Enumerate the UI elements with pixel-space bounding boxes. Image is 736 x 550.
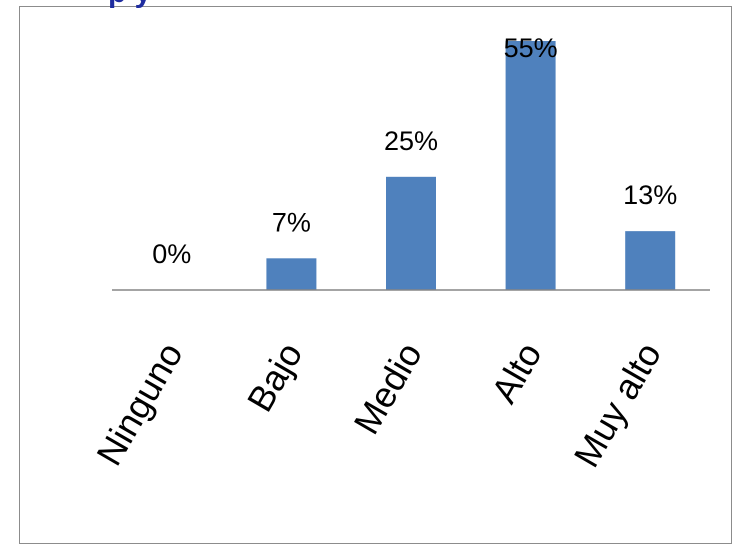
category-label-alto: Alto [483, 336, 550, 410]
bars-layer [266, 41, 676, 290]
category-labels-layer: Ninguno Bajo Medio Alto Muy alto [88, 336, 669, 474]
data-label-medio: 25% [384, 126, 438, 156]
chart-title-fragment: p y [108, 0, 151, 8]
category-label-ninguno: Ninguno [88, 336, 191, 473]
data-labels-layer: 0% 7% 25% 55% 13% [152, 33, 677, 269]
data-label-alto: 55% [504, 33, 558, 63]
chart-frame [19, 6, 732, 544]
data-label-bajo: 7% [272, 207, 311, 237]
category-label-bajo: Bajo [239, 336, 311, 419]
bar-alto [505, 41, 556, 290]
data-label-muy-alto: 13% [623, 180, 677, 210]
category-label-muy-alto: Muy alto [566, 336, 670, 474]
bar-muy-alto [625, 231, 676, 290]
bar-bajo [266, 258, 317, 290]
bar-medio [386, 176, 436, 290]
category-label-medio: Medio [345, 336, 430, 441]
data-label-ninguno: 0% [152, 239, 191, 269]
